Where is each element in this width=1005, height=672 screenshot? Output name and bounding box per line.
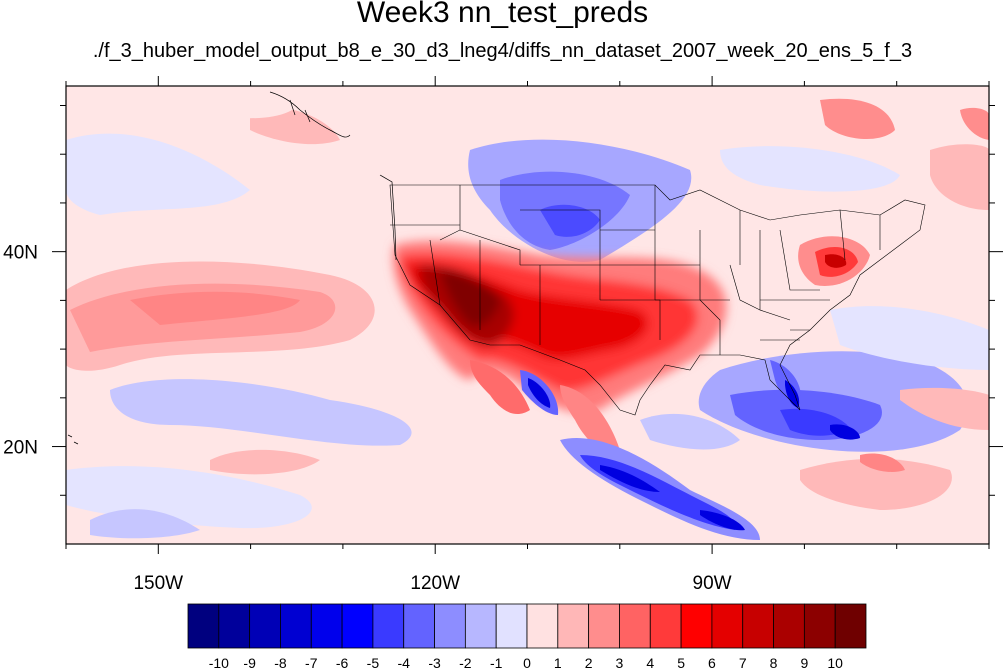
colorbar-label: -2 bbox=[459, 655, 472, 671]
colorbar-label: 5 bbox=[677, 655, 685, 671]
colorbar-swatch bbox=[403, 603, 435, 649]
colorbar-label: -10 bbox=[209, 655, 229, 671]
lat-tick-label: 40N bbox=[3, 243, 38, 264]
colorbar-label: 9 bbox=[800, 655, 808, 671]
colorbar-label: -4 bbox=[398, 655, 411, 671]
colorbar-swatch bbox=[680, 603, 713, 649]
lon-tick-label: 90W bbox=[693, 573, 732, 594]
colorbar-swatch bbox=[495, 603, 528, 649]
colorbar-swatch bbox=[280, 603, 312, 649]
colorbar-swatch bbox=[341, 603, 374, 649]
colorbar-swatch bbox=[834, 603, 867, 649]
colorbar-label: 6 bbox=[708, 655, 716, 671]
lon-tick-label: 150W bbox=[133, 573, 183, 594]
colorbar-swatch bbox=[464, 603, 497, 649]
colorbar-swatch bbox=[526, 603, 559, 649]
colorbar-labels: -10 -9 -8 -7 -6 -5 -4 -3 -2 -1 0 1 2 3 4 5 6 7 8 9 10 bbox=[209, 655, 843, 671]
colorbar-swatch bbox=[218, 603, 251, 649]
colorbar-label: 8 bbox=[770, 655, 778, 671]
colorbar-label: 2 bbox=[585, 655, 593, 671]
colorbar-label: 0 bbox=[523, 655, 531, 671]
colorbar-swatch bbox=[711, 603, 744, 649]
map-title: Week3 nn_test_preds bbox=[356, 0, 649, 29]
axis-tick-labels: 150W 120W 90W 40N 20N bbox=[3, 243, 732, 594]
colorbar bbox=[187, 603, 867, 649]
colorbar-label: -9 bbox=[243, 655, 256, 671]
colorbar-label: 4 bbox=[646, 655, 654, 671]
anomaly-field bbox=[66, 86, 989, 544]
colorbar-label: -5 bbox=[367, 655, 380, 671]
colorbar-swatch bbox=[619, 603, 651, 649]
colorbar-label: 1 bbox=[554, 655, 562, 671]
colorbar-swatch bbox=[588, 603, 620, 649]
colorbar-swatch bbox=[803, 603, 836, 649]
lon-tick-label: 120W bbox=[410, 573, 460, 594]
colorbar-label: 3 bbox=[616, 655, 624, 671]
lat-tick-label: 20N bbox=[3, 438, 38, 459]
colorbar-label: -8 bbox=[274, 655, 287, 671]
colorbar-label: 7 bbox=[739, 655, 747, 671]
colorbar-swatch bbox=[742, 603, 774, 649]
colorbar-swatch bbox=[372, 603, 405, 649]
colorbar-swatch bbox=[434, 603, 466, 649]
colorbar-swatch bbox=[187, 603, 220, 649]
colorbar-swatch bbox=[557, 603, 590, 649]
colorbar-label: -3 bbox=[428, 655, 441, 671]
colorbar-swatch bbox=[773, 603, 805, 649]
colorbar-swatch bbox=[649, 603, 682, 649]
colorbar-swatch bbox=[310, 603, 343, 649]
colorbar-label: -1 bbox=[490, 655, 503, 671]
colorbar-swatch bbox=[249, 603, 281, 649]
axis-ticks bbox=[52, 76, 1003, 554]
state-boundaries bbox=[389, 184, 926, 416]
colorbar-label: 10 bbox=[827, 655, 843, 671]
map-subtitle: ./f_3_huber_model_output_b8_e_30_d3_lneg… bbox=[92, 40, 913, 62]
colorbar-label: -6 bbox=[336, 655, 349, 671]
colorbar-label: -7 bbox=[305, 655, 318, 671]
